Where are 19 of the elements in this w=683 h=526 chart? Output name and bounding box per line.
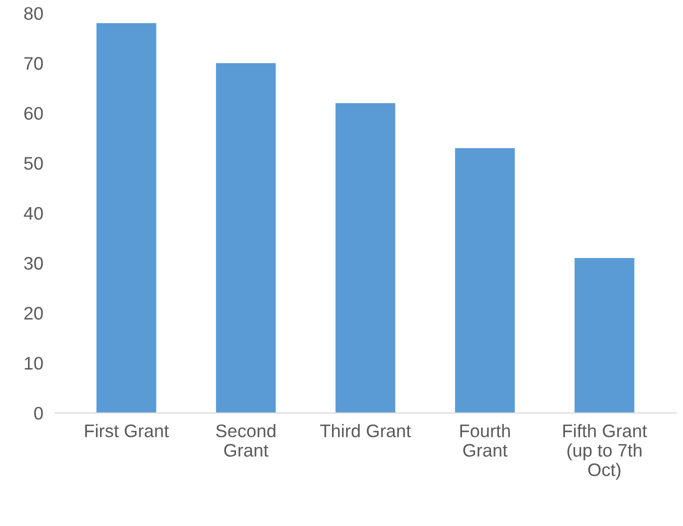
y-tick-label: 0 — [34, 406, 43, 420]
y-tick-label: 30 — [24, 256, 43, 270]
y-tick-label: 10 — [24, 356, 43, 370]
bar — [455, 148, 515, 413]
y-tick-label: 20 — [24, 306, 43, 320]
bar — [216, 63, 276, 413]
y-tick-label: 70 — [24, 57, 43, 70]
y-tick-label: 60 — [24, 107, 43, 120]
bar — [574, 258, 634, 413]
x-tick-label: Second Grant — [216, 424, 276, 457]
x-tick-label: First Grant — [85, 424, 169, 438]
y-tick-label: 80 — [24, 7, 43, 20]
x-tick-label: Fourth Grant — [460, 424, 510, 457]
y-tick-label: 40 — [24, 206, 43, 220]
y-tick-label: 50 — [24, 156, 43, 170]
bar — [336, 103, 396, 413]
x-tick-label: Third Grant — [320, 424, 411, 438]
bar — [96, 23, 156, 413]
x-tick-label: Fifth Grant (up to 7th Oct) — [563, 424, 647, 480]
